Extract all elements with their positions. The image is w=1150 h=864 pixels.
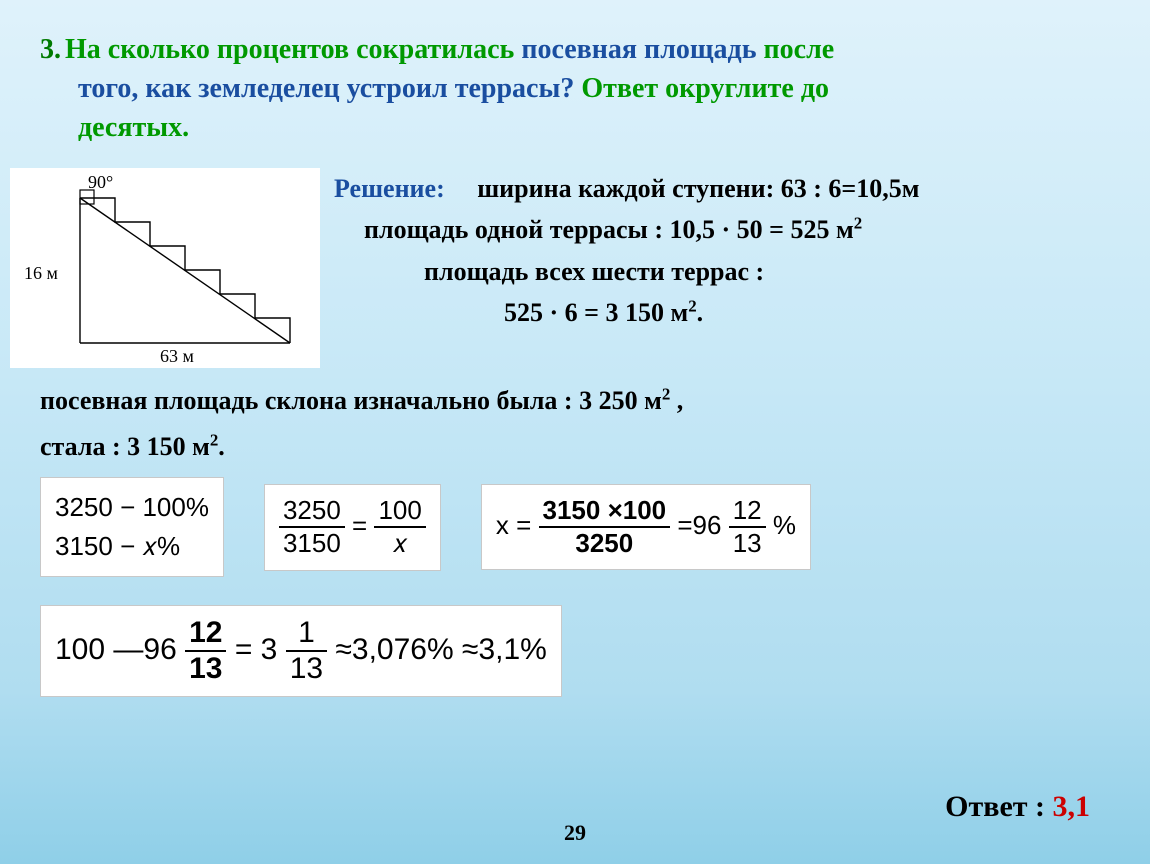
diagram: 90° 16 м 63 м xyxy=(10,168,320,368)
sq: 2 xyxy=(688,297,696,316)
sol-line: 525 · 6 = 3 150 м xyxy=(504,298,688,327)
eq: = xyxy=(352,510,374,540)
solution-block: Решение: ширина каждой ступени: 63 : 6=1… xyxy=(320,168,1110,334)
p2b: . xyxy=(218,432,225,461)
answer-value: 3,1 xyxy=(1053,790,1091,823)
height-label: 16 м xyxy=(24,263,58,284)
txt: того, как земледелец устроил террасы? xyxy=(78,73,581,104)
p1b: , xyxy=(670,386,683,415)
base-label: 63 м xyxy=(160,346,194,367)
solution-title: Решение: xyxy=(334,174,445,203)
fraction-eq-card: 3250 3150 = 100 𝑥 xyxy=(264,484,441,571)
frac: 12 13 xyxy=(729,495,766,559)
dot: . xyxy=(697,298,704,327)
frac: 12 13 xyxy=(185,616,226,686)
frac: 3150 ×100 3250 xyxy=(539,495,671,559)
fa: 100 —96 xyxy=(55,633,177,666)
page-number: 29 xyxy=(0,820,1150,846)
problem-number: 3. xyxy=(40,34,61,65)
calc-row-1: 3250 − 100% 3150 − 𝑥% 3250 3150 = 100 𝑥 … xyxy=(40,477,1110,577)
paragraph-block: посевная площадь склона изначально была … xyxy=(40,378,1110,472)
answer: Ответ : 3,1 xyxy=(945,790,1090,824)
sol-line: ширина каждой ступени: 63 : 6=10,5м xyxy=(477,174,919,203)
x-eq-card: x = 3150 ×100 3250 =96 12 13 % xyxy=(481,484,811,570)
sq: 2 xyxy=(210,431,218,450)
answer-label: Ответ : xyxy=(945,790,1052,823)
fb: = 3 xyxy=(235,633,278,666)
sq: 2 xyxy=(854,214,862,233)
problem-statement: 3. На сколько процентов сократилась посе… xyxy=(40,30,1110,148)
frac: 1 13 xyxy=(286,616,327,686)
txt: после xyxy=(757,34,835,65)
proportion-card: 3250 − 100% 3150 − 𝑥% xyxy=(40,477,224,577)
final-calc: 100 —96 12 13 = 3 1 13 ≈3,076% ≈3,1% xyxy=(40,605,1110,697)
c1l2: 3150 − 𝑥% xyxy=(55,527,209,566)
txt: десятых. xyxy=(78,112,189,143)
frac: 100 𝑥 xyxy=(374,495,425,560)
pct: % xyxy=(773,510,796,540)
c1l1: 3250 − 100% xyxy=(55,488,209,527)
res1pre: =96 xyxy=(677,510,721,540)
txt: Ответ округлите до xyxy=(581,73,829,104)
fc: ≈3,076% ≈3,1% xyxy=(335,633,546,666)
txt: посевная площадь xyxy=(521,34,756,65)
angle-label: 90° xyxy=(88,172,113,193)
xeq: x = xyxy=(496,510,539,540)
sq: 2 xyxy=(662,384,670,403)
p1: посевная площадь склона изначально была … xyxy=(40,386,662,415)
txt: На сколько процентов сократилась xyxy=(65,34,521,65)
p2: стала : 3 150 м xyxy=(40,432,210,461)
frac: 3250 3150 xyxy=(279,495,345,559)
sol-line: площадь всех шести террас : xyxy=(424,257,764,286)
sol-line: площадь одной террасы : 10,5 · 50 = 525 … xyxy=(364,215,854,244)
final-card: 100 —96 12 13 = 3 1 13 ≈3,076% ≈3,1% xyxy=(40,605,562,697)
